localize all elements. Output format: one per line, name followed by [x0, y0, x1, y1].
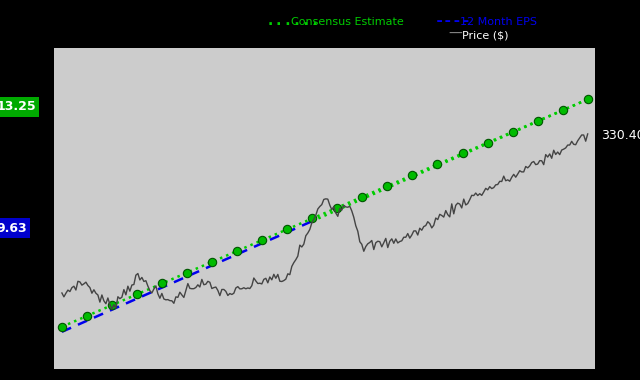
Text: 9.63: 9.63 [0, 222, 27, 234]
Text: ......: ...... [266, 13, 321, 28]
Text: —: — [448, 27, 461, 41]
Text: 13.25: 13.25 [0, 100, 36, 114]
Text: Consensus Estimate: Consensus Estimate [291, 17, 404, 27]
Text: 330.40: 330.40 [601, 129, 640, 142]
Text: ----: ---- [435, 13, 472, 28]
Text: Price ($): Price ($) [462, 31, 509, 41]
Text: 12 Month EPS: 12 Month EPS [460, 17, 536, 27]
